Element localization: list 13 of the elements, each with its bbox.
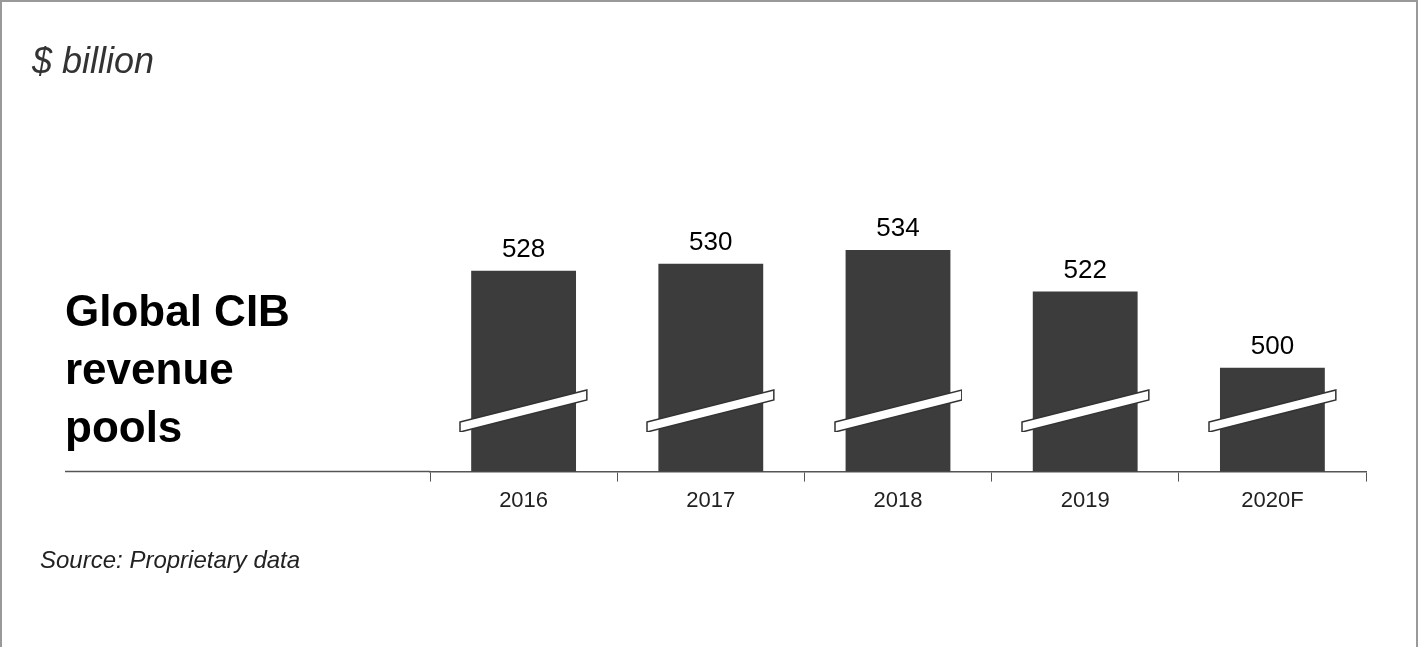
- data-label: 522: [1063, 253, 1107, 284]
- text: $ billion: [32, 40, 155, 82]
- x-tick-label: 2016: [499, 486, 549, 512]
- x-tick-label: 2018: [873, 486, 923, 512]
- x-tick-label: 2017: [686, 486, 736, 512]
- x-tick-label: 2019: [1060, 486, 1110, 512]
- source-note: Source: Proprietary data: [40, 546, 301, 574]
- data-label: 500: [1250, 329, 1295, 360]
- x-tick-label: 2020F: [1241, 486, 1304, 512]
- text: Global CIB revenue pools: [65, 285, 291, 453]
- data-label: 530: [689, 226, 733, 257]
- data-label: 534: [876, 212, 920, 243]
- data-label: 528: [501, 232, 546, 263]
